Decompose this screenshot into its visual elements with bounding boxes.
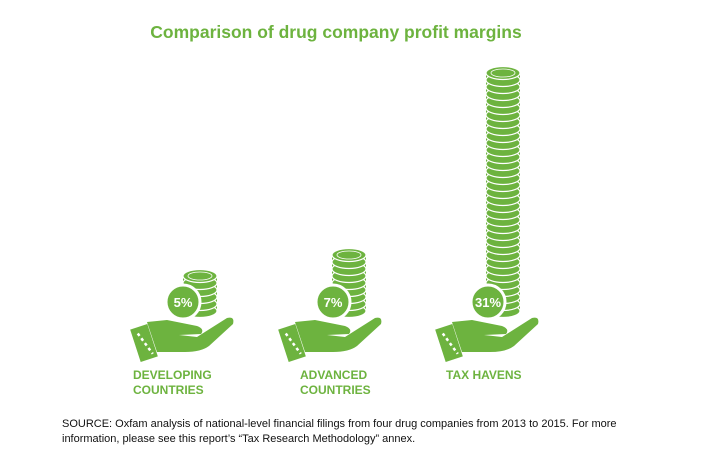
hand-icon xyxy=(130,317,234,362)
value-badge: 5% xyxy=(164,283,202,321)
chart-title: Comparison of drug company profit margin… xyxy=(150,22,522,42)
category-label-tax-havens: TAX HAVENS xyxy=(446,368,522,382)
coin-stack-2 xyxy=(485,65,521,319)
hand-icon xyxy=(435,317,539,362)
hand-icon xyxy=(278,317,382,362)
source-note: SOURCE: Oxfam analysis of national-level… xyxy=(62,418,617,445)
value-badge: 7% xyxy=(314,283,352,321)
value-badge: 31% xyxy=(469,283,507,321)
value-label: 31% xyxy=(475,295,501,310)
value-label: 5% xyxy=(174,295,193,310)
category-label-developing: DEVELOPING COUNTRIES xyxy=(133,368,212,397)
category-label-advanced: ADVANCED COUNTRIES xyxy=(300,368,371,397)
value-label: 7% xyxy=(324,295,343,310)
